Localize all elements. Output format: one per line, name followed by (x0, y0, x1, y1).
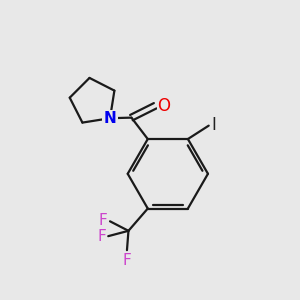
Text: I: I (211, 116, 216, 134)
Text: O: O (158, 97, 171, 115)
Text: F: F (99, 213, 108, 228)
Text: F: F (123, 253, 131, 268)
Text: F: F (97, 229, 106, 244)
Text: N: N (103, 111, 116, 126)
